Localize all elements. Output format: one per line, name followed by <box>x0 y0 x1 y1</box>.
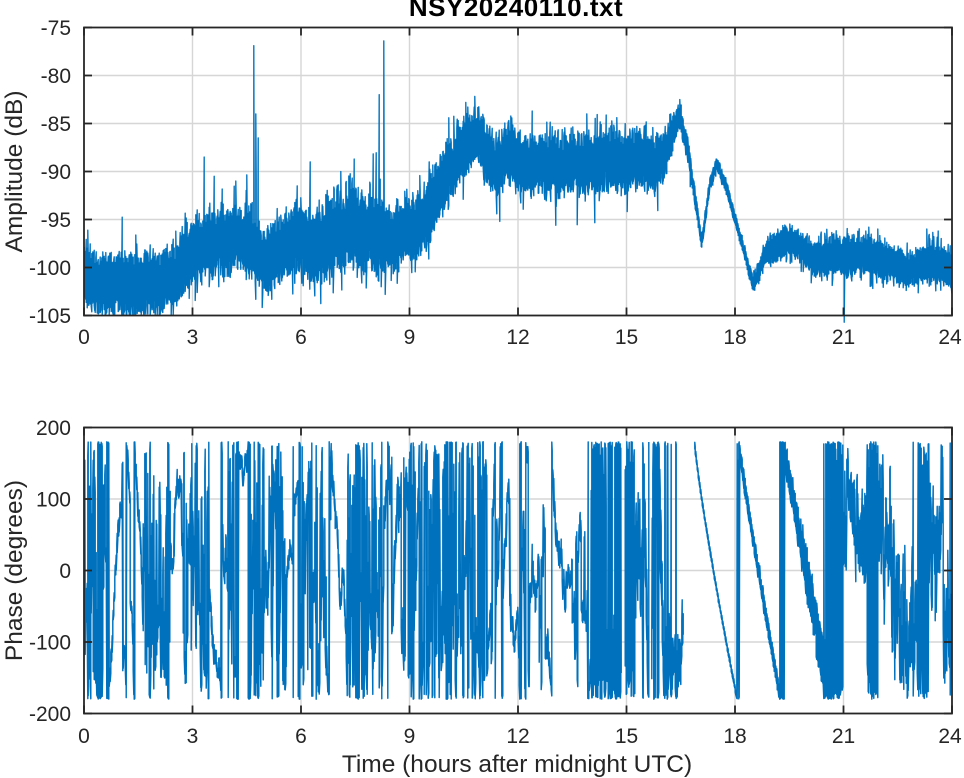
svg-text:0: 0 <box>78 725 90 748</box>
svg-text:6: 6 <box>295 326 307 349</box>
svg-text:-90: -90 <box>41 161 71 184</box>
svg-text:-85: -85 <box>41 113 71 136</box>
svg-text:21: 21 <box>832 725 855 748</box>
svg-text:18: 18 <box>723 725 746 748</box>
svg-text:200: 200 <box>36 417 71 440</box>
svg-text:12: 12 <box>506 326 529 349</box>
svg-text:-100: -100 <box>29 632 71 655</box>
svg-text:Amplitude (dB): Amplitude (dB) <box>1 90 28 252</box>
svg-text:15: 15 <box>615 326 638 349</box>
svg-text:24: 24 <box>938 725 962 748</box>
svg-text:6: 6 <box>295 725 307 748</box>
svg-text:24: 24 <box>938 326 962 349</box>
svg-text:-100: -100 <box>29 257 71 280</box>
svg-text:9: 9 <box>404 725 416 748</box>
svg-text:18: 18 <box>723 326 746 349</box>
svg-text:9: 9 <box>404 326 416 349</box>
svg-text:3: 3 <box>187 326 199 349</box>
svg-text:-75: -75 <box>41 17 71 40</box>
svg-text:12: 12 <box>506 725 529 748</box>
svg-text:0: 0 <box>78 326 90 349</box>
svg-text:15: 15 <box>615 725 638 748</box>
svg-text:-105: -105 <box>29 305 71 328</box>
svg-text:Time (hours after midnight UTC: Time (hours after midnight UTC) <box>342 751 692 778</box>
svg-text:Phase (degrees): Phase (degrees) <box>1 480 28 661</box>
svg-text:-95: -95 <box>41 209 71 232</box>
svg-text:21: 21 <box>832 326 855 349</box>
svg-text:0: 0 <box>59 560 71 583</box>
svg-text:100: 100 <box>36 489 71 512</box>
svg-text:3: 3 <box>187 725 199 748</box>
svg-text:NSY20240110.txt: NSY20240110.txt <box>409 0 623 22</box>
svg-text:-80: -80 <box>41 65 71 88</box>
svg-text:-200: -200 <box>29 703 71 726</box>
